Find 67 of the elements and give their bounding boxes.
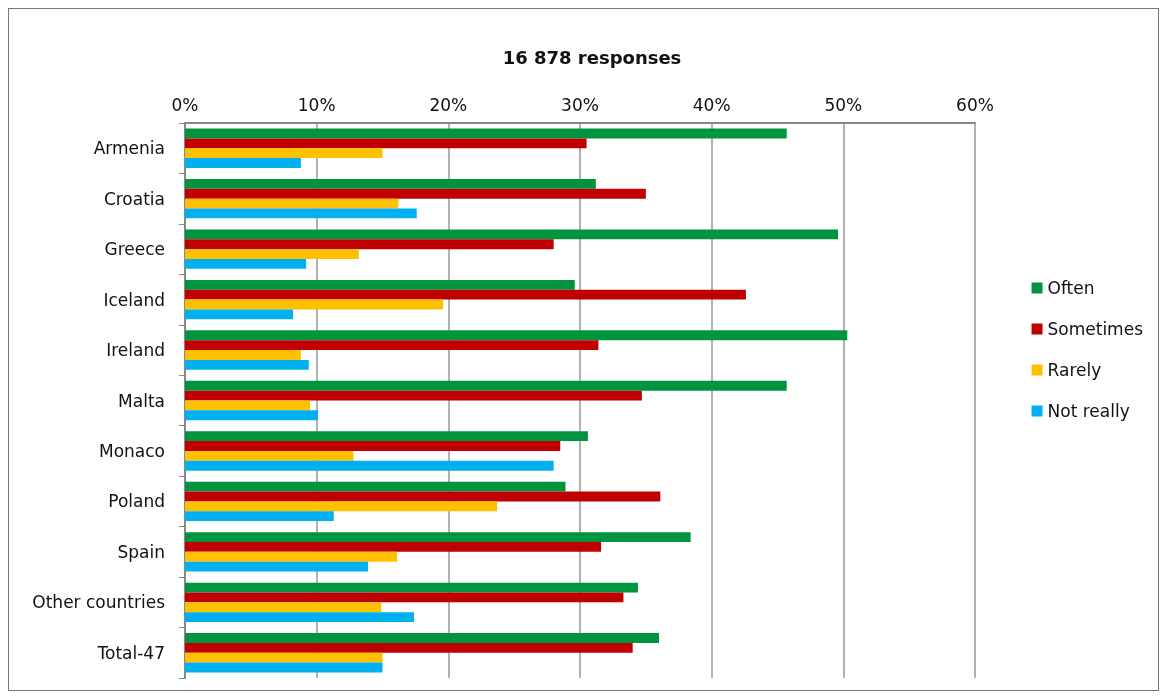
y-tick-label: Poland [108, 491, 165, 512]
bar [185, 410, 318, 421]
bar [185, 289, 746, 300]
y-tick-label: Croatia [103, 188, 165, 209]
bar [185, 642, 633, 653]
bar [185, 460, 554, 471]
legend-label: Often [1047, 278, 1095, 298]
bar [185, 309, 293, 320]
bar [185, 239, 554, 250]
bar [185, 208, 417, 219]
bar [185, 592, 624, 603]
bar [185, 340, 599, 351]
legend-label: Sometimes [1047, 319, 1144, 339]
x-tick-label: 10% [297, 94, 336, 115]
bar [185, 279, 575, 290]
y-tick-label: Iceland [103, 289, 165, 310]
y-tick-label: Spain [117, 541, 165, 562]
bar [185, 179, 596, 189]
bar [185, 249, 359, 259]
x-tick-label: 60% [956, 94, 994, 115]
chart-title: 16 878 responses [502, 46, 682, 68]
y-tick-label: Greece [104, 239, 165, 260]
y-tick-label: Armenia [93, 138, 165, 159]
bar [185, 602, 382, 613]
bar [185, 390, 642, 401]
bar [185, 380, 787, 391]
bar [185, 582, 638, 593]
bar [185, 158, 301, 168]
bar [185, 633, 659, 643]
bar [185, 501, 498, 512]
bar [185, 258, 307, 269]
x-tick-label: 30% [561, 94, 599, 115]
x-tick-label: 0% [171, 94, 199, 115]
bar [185, 350, 301, 360]
bar [185, 532, 691, 543]
y-tick-label: Total-47 [96, 642, 165, 663]
bar [185, 359, 309, 370]
bar [185, 491, 661, 502]
bar [185, 511, 334, 522]
y-tick-label: Ireland [106, 340, 165, 361]
bar [185, 299, 444, 310]
bar [185, 229, 839, 240]
y-tick-label: Monaco [98, 440, 165, 461]
bar [185, 542, 602, 552]
legend-label: Rarely [1047, 360, 1102, 380]
bar [185, 662, 383, 673]
bar [185, 128, 787, 139]
bar [185, 561, 369, 572]
bar [185, 652, 383, 663]
x-tick-label: 20% [429, 94, 468, 115]
legend-label: Not really [1047, 401, 1130, 421]
bar [185, 450, 354, 461]
x-tick-label: 40% [692, 94, 731, 115]
bar [185, 612, 415, 622]
bar [185, 431, 588, 442]
x-tick-label: 50% [824, 94, 863, 115]
bar [185, 441, 561, 451]
bar [185, 330, 848, 341]
bar [185, 551, 397, 562]
bar [185, 400, 311, 411]
bar [185, 481, 566, 492]
y-tick-label: Malta [118, 390, 165, 411]
bar [185, 138, 587, 149]
bar [185, 198, 399, 209]
bar [185, 148, 383, 159]
bar [185, 188, 646, 199]
y-tick-label: Other countries [32, 592, 166, 613]
